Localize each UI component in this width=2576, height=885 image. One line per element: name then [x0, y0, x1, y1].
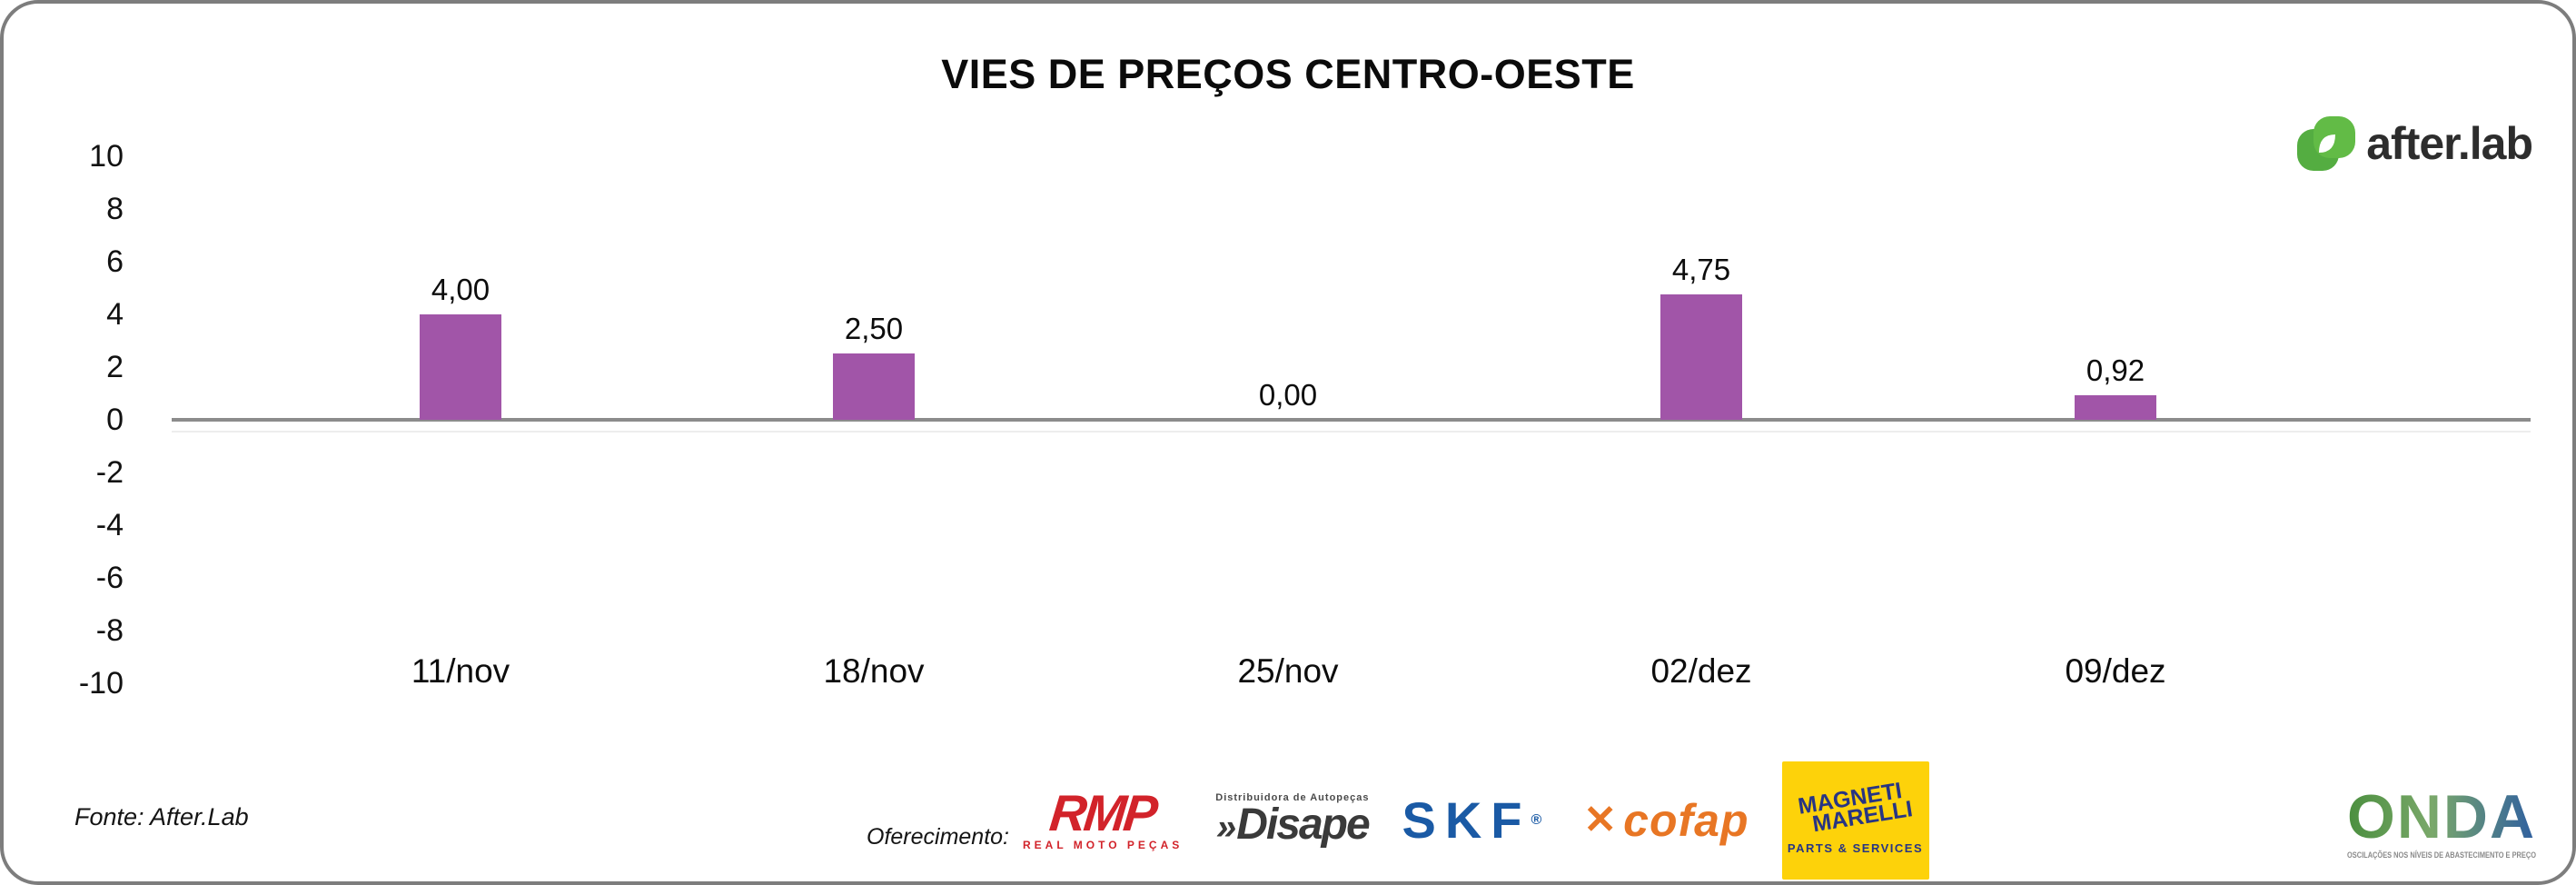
bar-11/nov: [420, 314, 501, 420]
skf-name: SKF: [1402, 791, 1531, 849]
disape-wordmark: »Disape: [1216, 800, 1371, 849]
bar-02/dez: [1660, 294, 1742, 420]
x-axis-label: 02/dez: [1650, 652, 1752, 690]
x-axis-label: 25/nov: [1237, 652, 1339, 690]
y-tick-label: -2: [95, 455, 124, 490]
logo-skf: SKF®: [1402, 795, 1551, 846]
onda-wordmark: ONDA OSCILAÇÕES NOS NÍVEIS DE ABASTECIME…: [2347, 782, 2536, 860]
onda-letters: ONDA: [2347, 782, 2536, 851]
registered-mark-icon: ®: [1531, 812, 1551, 828]
onda-tagline: OSCILAÇÕES NOS NÍVEIS DE ABASTECIMENTO E…: [2347, 850, 2536, 860]
double-chevron-icon: »: [1216, 807, 1236, 847]
afterlab-logo: after.lab: [2297, 114, 2533, 173]
bar-18/nov: [833, 353, 915, 420]
zero-line: [172, 418, 2531, 422]
chart-title: VIES DE PREÇOS CENTRO-OESTE: [941, 51, 1635, 97]
bar-value-label: 2,50: [844, 312, 904, 345]
cofap-wordmark: ✕ cofap: [1583, 798, 1749, 843]
logo-disape: Distribuidora de Autopeças »Disape: [1215, 792, 1371, 849]
logo-cofap: ✕ cofap: [1583, 798, 1749, 843]
y-tick-label: -4: [95, 508, 124, 542]
y-tick-label: -8: [95, 613, 124, 648]
parts-services-label: PARTS & SERVICES: [1787, 840, 1924, 855]
sponsor-logos: RMP REAL MOTO PEÇAS Distribuidora de Aut…: [1023, 756, 1929, 881]
y-tick-label: 6: [106, 244, 124, 279]
logo-rmp: RMP REAL MOTO PEÇAS: [1023, 784, 1184, 851]
afterlab-leaf-icon: [2297, 116, 2356, 171]
y-tick-label: 10: [89, 139, 124, 174]
y-tick-label: 8: [106, 192, 124, 226]
rmp-subtitle: REAL MOTO PEÇAS: [1023, 839, 1184, 851]
logo-magneti-marelli: MAGNETI MARELLI PARTS & SERVICES: [1781, 761, 1929, 880]
cofap-name: cofap: [1623, 795, 1749, 846]
bar-value-label: 0,92: [2086, 353, 2145, 387]
rmp-wordmark: RMP: [1047, 784, 1159, 841]
bar-value-label: 0,00: [1258, 378, 1318, 412]
disape-name: Disape: [1236, 800, 1370, 849]
bar-09/dez: [2075, 395, 2156, 420]
logo-onda: ONDA OSCILAÇÕES NOS NÍVEIS DE ABASTECIME…: [2347, 780, 2541, 871]
y-tick-label: -10: [78, 666, 124, 701]
zero-line-shadow: [172, 431, 2531, 433]
x-axis-label: 18/nov: [823, 652, 925, 690]
source-note: Fonte: After.Lab: [74, 803, 249, 830]
x-axis-label: 11/nov: [411, 652, 510, 690]
skf-wordmark: SKF®: [1402, 795, 1551, 846]
cofap-x-icon: ✕: [1583, 798, 1619, 842]
bar-value-label: 4,75: [1671, 253, 1731, 286]
disape-subtitle: Distribuidora de Autopeças: [1215, 792, 1370, 803]
y-tick-label: 2: [106, 350, 124, 384]
bar-value-label: 4,00: [431, 273, 490, 306]
y-axis: 10 8 6 4 2 0 -2 -4 -6 -8 -10: [40, 4, 124, 881]
y-tick-label: -6: [95, 561, 124, 595]
plot-area: 10 8 6 4 2 0 -2 -4 -6 -8 -10 4,00 2,50 0,00 4,75 0,92 …: [4, 4, 2572, 881]
y-tick-label: 0: [106, 403, 124, 437]
sponsors-label: Oferecimento:: [867, 824, 1010, 850]
afterlab-wordmark: after.lab: [2366, 118, 2533, 169]
x-axis-label: 09/dez: [2065, 652, 2166, 690]
y-tick-label: 4: [106, 297, 124, 332]
